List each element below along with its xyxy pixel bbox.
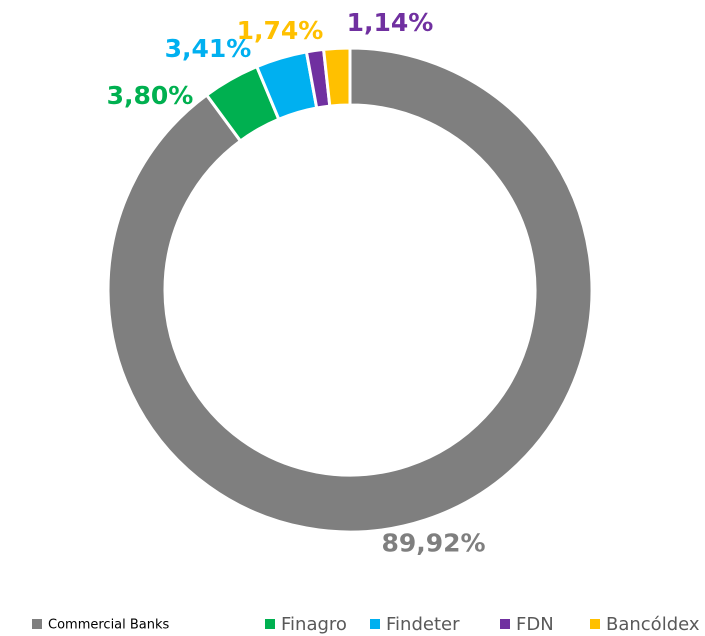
legend-label: Findeter — [386, 614, 460, 635]
donut-segment — [321, 46, 352, 108]
data-label: 3,41% — [165, 34, 252, 63]
legend-marker — [32, 619, 42, 629]
legend-marker — [590, 619, 600, 629]
legend-label: FDN — [516, 614, 554, 635]
data-label: 1,74% — [237, 16, 324, 45]
data-label: 3,80% — [107, 81, 194, 110]
legend-marker — [500, 619, 510, 629]
legend-label: Finagro — [281, 614, 347, 635]
data-label: 89,92% — [381, 529, 485, 558]
donut-segment — [106, 46, 594, 534]
legend-marker — [265, 619, 275, 629]
legend-label: Bancóldex — [606, 614, 700, 635]
legend-label: Commercial Banks — [48, 618, 170, 633]
data-label: 1,14% — [347, 8, 434, 37]
legend-marker — [370, 619, 380, 629]
